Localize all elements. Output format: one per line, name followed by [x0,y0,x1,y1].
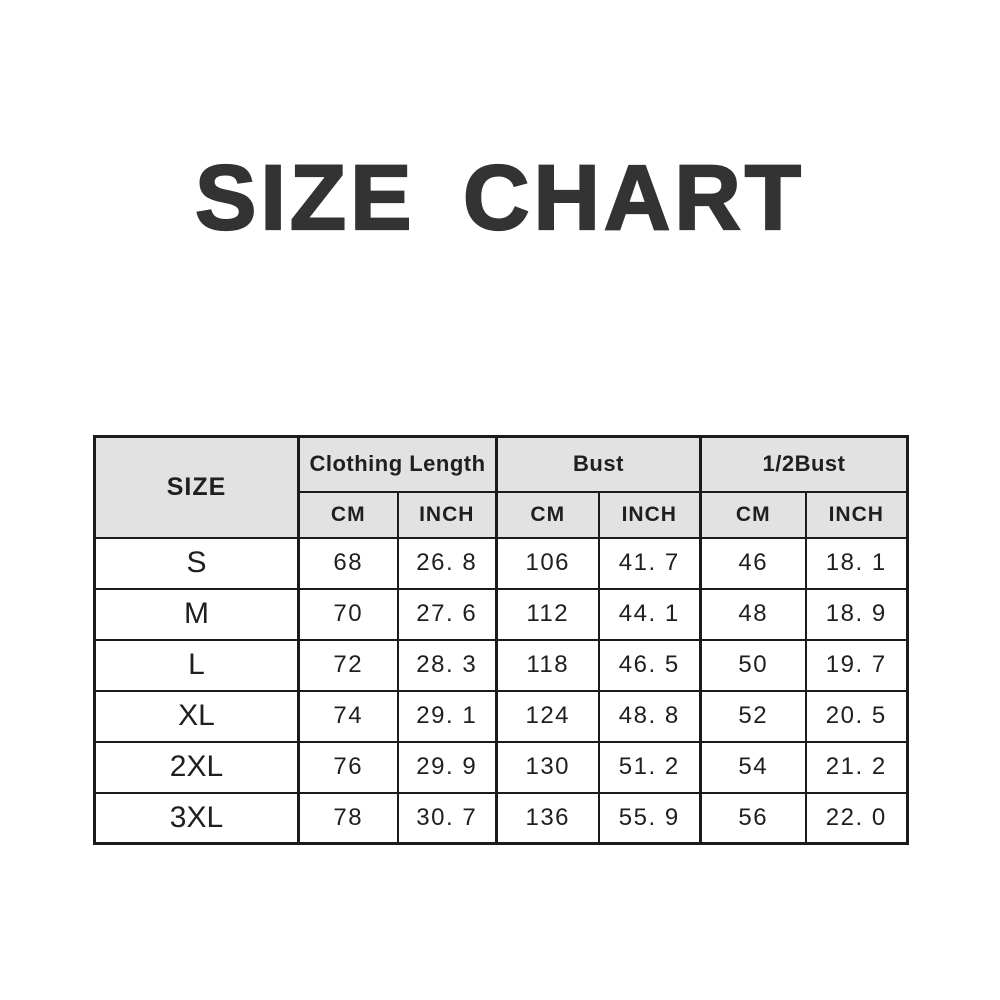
value-cell: 19. 7 [804,638,909,692]
value-cell: 106 [495,536,600,590]
value-cell: 118 [495,638,600,692]
size-label-s: S [93,536,300,590]
value-cell: 18. 9 [804,587,909,641]
value-cell: 21. 2 [804,740,909,794]
page-title: SIZE CHART [194,147,805,249]
size-label-m: M [93,587,300,641]
size-chart-header: SIZE Clothing Length Bust 1/2Bust CM INCH CM IN… [93,435,909,539]
value-cell: 68 [297,536,399,590]
value-cell: 29. 9 [396,740,498,794]
unit-header-bust-cm: CM [495,490,600,539]
value-cell: 28. 3 [396,638,498,692]
value-cell: 130 [495,740,600,794]
value-cell: 27. 6 [396,587,498,641]
value-cell: 55. 9 [597,791,702,845]
value-cell: 46. 5 [597,638,702,692]
size-label-2xl: 2XL [93,740,300,794]
table-row-3xl: 3XL 78 30. 7 136 55. 9 56 22. 0 [93,791,909,845]
group-header-bust: Bust [495,435,702,493]
value-cell: 48 [699,587,807,641]
table-row-2xl: 2XL 76 29. 9 130 51. 2 54 21. 2 [93,740,909,794]
value-cell: 48. 8 [597,689,702,743]
value-cell: 54 [699,740,807,794]
unit-header-1-2bust-inch: INCH [804,490,909,539]
value-cell: 76 [297,740,399,794]
value-cell: 26. 8 [396,536,498,590]
value-cell: 50 [699,638,807,692]
size-column-header: SIZE [93,435,300,539]
value-cell: 20. 5 [804,689,909,743]
group-header-1-2bust: 1/2Bust [699,435,909,493]
size-label-l: L [93,638,300,692]
value-cell: 72 [297,638,399,692]
size-label-xl: XL [93,689,300,743]
table-row-xl: XL 74 29. 1 124 48. 8 52 20. 5 [93,689,909,743]
unit-header-1-2bust-cm: CM [699,490,807,539]
value-cell: 78 [297,791,399,845]
value-cell: 74 [297,689,399,743]
table-row-l: L 72 28. 3 118 46. 5 50 19. 7 [93,638,909,692]
value-cell: 70 [297,587,399,641]
value-cell: 112 [495,587,600,641]
value-cell: 29. 1 [396,689,498,743]
value-cell: 56 [699,791,807,845]
table-row-s: S 68 26. 8 106 41. 7 46 18. 1 [93,536,909,590]
size-chart-table: SIZE Clothing Length Bust 1/2Bust CM INCH CM IN… [93,435,909,845]
value-cell: 124 [495,689,600,743]
value-cell: 136 [495,791,600,845]
size-label-3xl: 3XL [93,791,300,845]
unit-header-bust-inch: INCH [597,490,702,539]
value-cell: 22. 0 [804,791,909,845]
table-row-m: M 70 27. 6 112 44. 1 48 18. 9 [93,587,909,641]
value-cell: 44. 1 [597,587,702,641]
value-cell: 46 [699,536,807,590]
value-cell: 52 [699,689,807,743]
unit-header-clothing-length-inch: INCH [396,490,498,539]
unit-header-clothing-length-cm: CM [297,490,399,539]
value-cell: 51. 2 [597,740,702,794]
group-header-clothing-length: Clothing Length [297,435,498,493]
value-cell: 30. 7 [396,791,498,845]
value-cell: 41. 7 [597,536,702,590]
value-cell: 18. 1 [804,536,909,590]
